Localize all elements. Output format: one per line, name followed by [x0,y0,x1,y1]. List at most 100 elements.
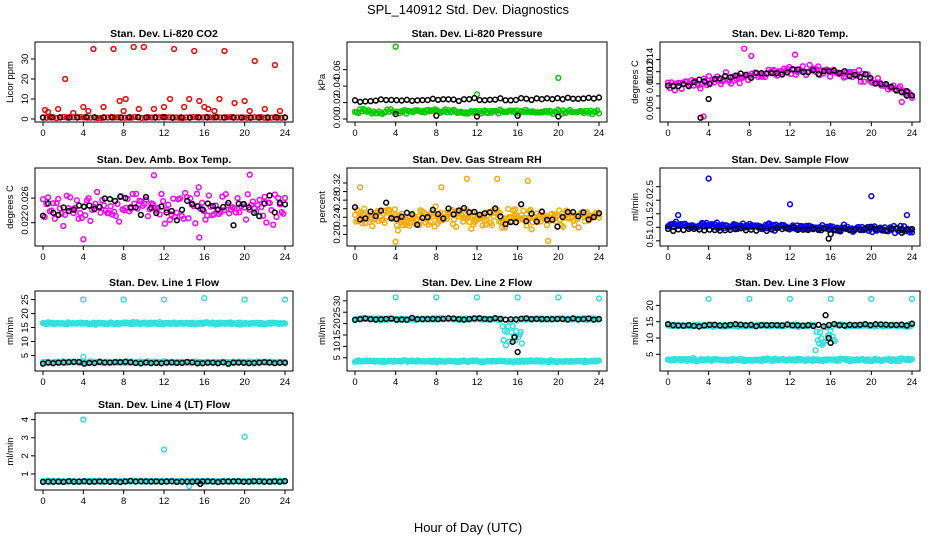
data-point [74,114,81,121]
data-point [75,202,83,209]
data-point [716,75,724,82]
x-tick-label: 24 [280,252,291,263]
data-point [675,83,682,90]
data-point [117,114,124,121]
data-point [199,206,206,213]
series-cyan [39,295,289,328]
y-tick-label: 4 [20,417,31,422]
x-tick-label: 16 [199,496,210,507]
data-point [433,294,440,301]
data-point [184,197,191,204]
x-tick-label: 0 [40,496,45,507]
data-point [44,200,52,207]
chart-title: Stan. Dev. Li-820 CO2 [110,28,218,40]
data-point [75,358,83,366]
data-point [403,96,411,103]
data-point [569,95,577,102]
data-point [497,95,504,102]
data-point [39,114,47,121]
data-point [841,224,848,231]
series-cyan [39,416,289,490]
data-point [281,114,289,121]
data-point [445,205,452,212]
data-point [66,194,74,201]
data-point [82,212,89,219]
data-point [818,335,825,342]
data-point [158,190,165,198]
data-point [675,211,682,219]
data-point [590,95,597,102]
data-point [186,95,193,103]
data-point [173,217,181,224]
x-tick-label: 4 [81,128,86,139]
y-tick-label: 30 [20,54,31,65]
chart-ambbox: Stan. Dev. Amb. Box Temp. 0 4 8 12 16 20 24 0.02… [5,154,294,263]
data-point [836,70,843,77]
x-tick-label: 24 [907,377,918,388]
data-point [280,210,287,217]
x-tick-label: 0 [352,377,357,388]
y-tick-label: 20 [645,300,656,311]
data-point [867,74,874,82]
data-point [700,113,707,120]
y-tick-label: 0.20 [332,225,343,244]
data-point [861,78,868,85]
x-tick-label: 4 [81,496,86,507]
data-point [196,97,203,105]
data-point [825,334,832,342]
data-point [438,184,445,191]
y-axis-label: Licor ppm [5,61,16,103]
y-tick-label: 1.0 [645,221,656,234]
x-tick-label: 4 [706,252,711,263]
series-cyan [664,355,916,365]
data-point [181,103,188,111]
x-tick-label: 16 [825,377,836,388]
data-point [455,207,462,214]
data-point [742,71,750,79]
data-point [440,215,447,222]
data-point [520,207,527,214]
data-point [827,295,834,303]
x-tick-label: 12 [159,377,170,388]
data-point [494,175,501,182]
data-point [827,230,834,238]
data-point [450,211,457,218]
data-point [90,45,97,53]
data-point [737,225,744,232]
data-point [523,95,530,102]
chart-sampleflow: Stan. Dev. Sample Flow 0 4 8 12 16 20 24 0.51.01… [630,154,921,263]
data-point [281,478,289,485]
data-point [156,211,163,218]
data-point [220,206,228,214]
data-point [763,70,770,77]
data-point [281,194,289,202]
data-point [241,433,248,440]
data-point [221,114,228,121]
y-tick-label: 0 [20,116,31,121]
data-point [732,72,739,79]
data-point [392,43,399,50]
data-point [176,195,184,202]
data-point [685,83,692,90]
series-black [39,113,289,121]
data-point [235,200,242,207]
y-tick-label: 10 [20,336,31,347]
data-point [528,96,535,104]
data-point [107,203,114,210]
data-point [705,295,712,303]
data-point [903,322,910,329]
data-point [779,71,786,78]
series-black [39,477,289,488]
data-point [81,203,88,210]
y-tick-label: 0.006 [645,96,656,120]
data-point [160,446,168,453]
data-point [170,195,177,202]
x-tick-label: 12 [785,377,796,388]
x-tick-label: 16 [199,377,210,388]
data-point [236,209,243,216]
data-point [517,328,524,336]
y-tick-label: 10 [645,333,656,344]
plot-frame [346,167,608,247]
y-tick-label: 3 [20,435,31,440]
